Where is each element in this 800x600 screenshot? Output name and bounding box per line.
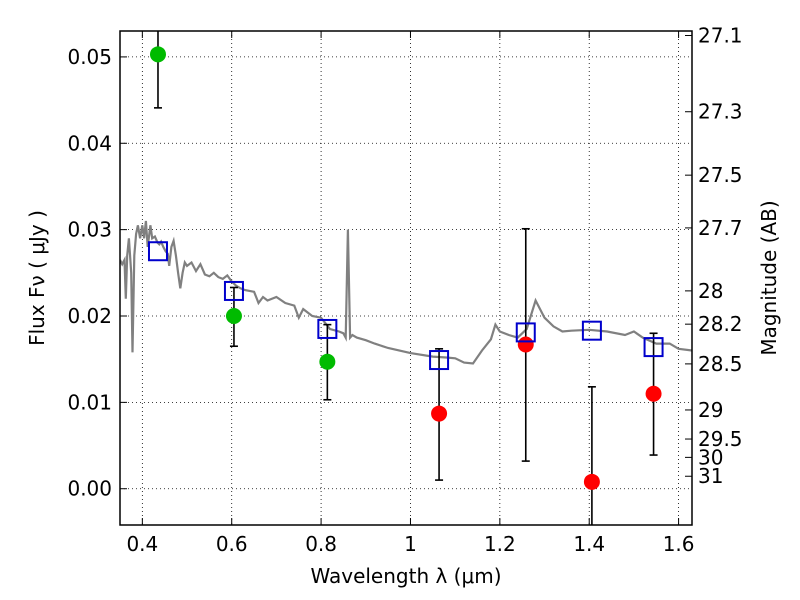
y-tick-label: 0.05	[67, 45, 112, 69]
flux-point	[319, 353, 336, 370]
mag-tick-label: 27.3	[698, 100, 743, 124]
flux-point	[149, 46, 166, 63]
mag-tick-label: 27.5	[698, 163, 743, 187]
x-tick-label: 0.6	[216, 532, 248, 556]
x-tick-label: 1.2	[484, 532, 516, 556]
model-photometry-square	[643, 337, 664, 358]
mag-tick-label: 28.2	[698, 312, 743, 336]
flux-point	[645, 385, 662, 402]
mag-tick-label: 29	[698, 398, 723, 422]
mag-tick-label: 29.5	[698, 427, 743, 451]
x-tick-label: 1	[404, 532, 417, 556]
plot-frame	[119, 30, 693, 526]
flux-point	[225, 308, 242, 324]
x-tick-label: 1.6	[663, 532, 695, 556]
y-tick-label: 0.02	[67, 304, 112, 328]
model-photometry-square	[429, 350, 450, 371]
flux-point	[431, 405, 448, 422]
x-axis-label: Wavelength λ (μm)	[310, 564, 501, 588]
flux-point	[517, 336, 534, 353]
mag-tick-label: 28	[698, 279, 723, 303]
mag-tick-label: 30	[698, 445, 723, 469]
model-photometry-square	[581, 320, 602, 341]
mag-tick-label: 27.7	[698, 216, 743, 240]
y-axis-label: Flux Fν ( μJy )	[25, 210, 49, 346]
data-layer	[120, 31, 692, 525]
mag-tick-label: 31	[698, 464, 723, 488]
model-photometry-square	[147, 241, 168, 262]
y-tick-label: 0.01	[67, 390, 112, 414]
grid-layer	[120, 31, 692, 525]
x-tick-label: 0.4	[126, 532, 158, 556]
x-tick-label: 0.8	[305, 532, 337, 556]
y-tick-label: 0.03	[67, 218, 112, 242]
mag-tick-label: 28.5	[698, 352, 743, 376]
flux-point	[583, 473, 600, 490]
model-photometry-square	[515, 322, 536, 343]
y-tick-label: 0.00	[67, 477, 112, 501]
model-spectrum-line	[120, 220, 692, 365]
y-tick-label: 0.04	[67, 131, 112, 155]
model-photometry-square	[223, 280, 244, 301]
tick-layer: 0.4 0.6 0.8 1 1.2 1.4 1.6 0.00 0.01 0.02 0.03 0.04 0…	[67, 23, 742, 556]
y2-axis-label: Magnitude (AB)	[757, 200, 781, 355]
mag-tick-label: 27.1	[698, 23, 743, 47]
x-tick-label: 1.4	[573, 532, 605, 556]
model-photometry-square	[317, 318, 338, 339]
